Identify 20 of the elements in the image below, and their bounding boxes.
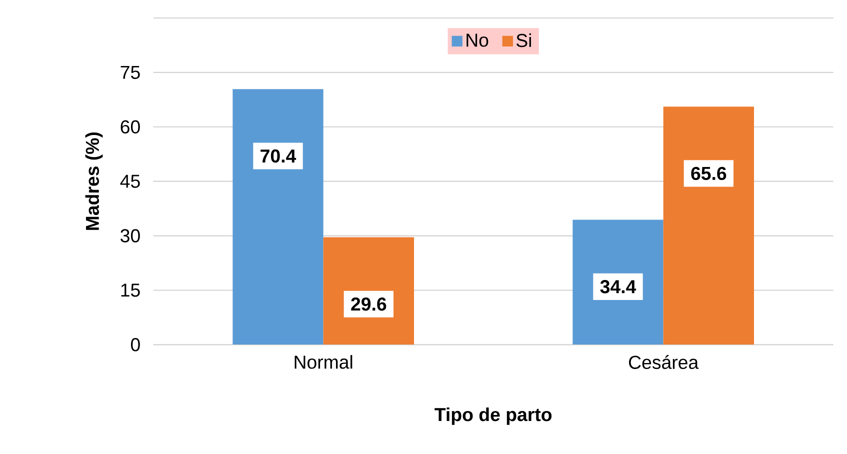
data-label: 34.4: [600, 280, 636, 294]
x-axis-title: Tipo de parto: [434, 407, 552, 425]
y-tick-label: 30: [120, 229, 140, 242]
data-label: 65.6: [691, 166, 726, 180]
y-tick-label: 0: [130, 338, 140, 352]
bar: [663, 106, 754, 345]
y-tick-label: 60: [120, 120, 140, 134]
x-tick-label: Normal: [294, 355, 352, 369]
bar: [323, 237, 414, 345]
y-tick-label: 15: [121, 284, 140, 297]
bar: [572, 220, 664, 345]
legend-label: No: [466, 34, 488, 47]
bar: [232, 89, 324, 345]
y-tick-label: 45: [120, 174, 140, 188]
x-tick-label: Cesárea: [628, 355, 699, 369]
y-axis-title: Madres (%): [85, 132, 103, 230]
legend-label: Si: [516, 33, 531, 48]
data-label: 29.6: [351, 297, 386, 311]
data-label: 70.4: [260, 149, 296, 163]
y-tick-label: 75: [120, 66, 140, 79]
